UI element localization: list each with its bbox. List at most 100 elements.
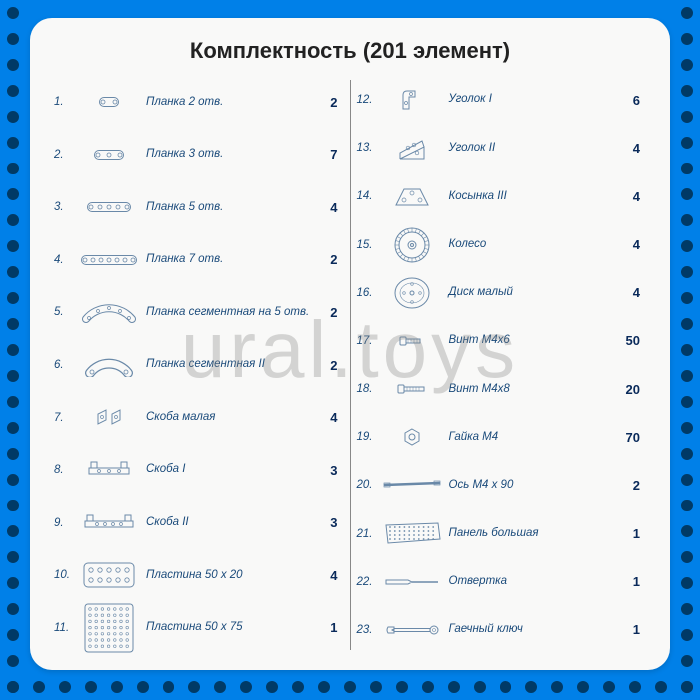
parts-row: 13. Уголок II4: [357, 124, 647, 172]
row-qty: 3: [316, 515, 344, 530]
plate5020-icon: [78, 549, 140, 602]
wheel-icon: [381, 221, 443, 269]
row-qty: 1: [618, 574, 646, 589]
row-number: 14.: [357, 190, 381, 202]
parts-row: 10. Пластина 50 х 204: [54, 549, 344, 602]
parts-row: 11.Пластина 50 х 751: [54, 601, 344, 654]
page-title: Комплектность (201 элемент): [54, 38, 646, 64]
parts-row: 4. Планка 7 отв.2: [54, 234, 344, 287]
bracket1-icon: [78, 444, 140, 497]
parts-row: 12.Уголок I6: [357, 76, 647, 124]
disc-icon: [381, 269, 443, 317]
row-qty: 70: [618, 430, 646, 445]
nut-icon: [381, 413, 443, 461]
row-qty: 1: [316, 620, 344, 635]
row-qty: 2: [316, 358, 344, 373]
parts-row: 21.Панель большая1: [357, 510, 647, 558]
parts-row: 1. Планка 2 отв.2: [54, 76, 344, 129]
row-label: Скоба малая: [140, 411, 316, 424]
row-label: Пластина 50 х 75: [140, 621, 316, 634]
row-number: 10.: [54, 569, 78, 581]
row-number: 21.: [357, 528, 381, 540]
row-number: 18.: [357, 383, 381, 395]
parts-row: 23.Гаечный ключ1: [357, 606, 647, 654]
row-number: 16.: [357, 287, 381, 299]
parts-row: 16.Диск малый4: [357, 269, 647, 317]
parts-row: 20. Ось М4 х 902: [357, 461, 647, 509]
row-label: Уголок I: [443, 93, 619, 106]
row-number: 4.: [54, 254, 78, 266]
row-number: 2.: [54, 149, 78, 161]
parts-row: 17. Винт М4х650: [357, 317, 647, 365]
row-label: Планка 3 отв.: [140, 148, 316, 161]
row-qty: 4: [618, 141, 646, 156]
row-label: Косынка III: [443, 190, 619, 203]
row-label: Планка сегментная II: [140, 358, 316, 371]
row-number: 23.: [357, 624, 381, 636]
row-label: Уголок II: [443, 142, 619, 155]
parts-row: 15.Колесо4: [357, 221, 647, 269]
angle2-icon: [381, 124, 443, 172]
parts-row: 5. Планка сегментная на 5 отв.2: [54, 286, 344, 339]
parts-row: 9. Скоба II3: [54, 496, 344, 549]
row-label: Планка сегментная на 5 отв.: [140, 306, 316, 319]
parts-row: 2. Планка 3 отв.7: [54, 129, 344, 182]
row-label: Планка 2 отв.: [140, 96, 316, 109]
row-label: Планка 7 отв.: [140, 253, 316, 266]
bracket2-icon: [78, 496, 140, 549]
row-qty: 4: [316, 568, 344, 583]
row-qty: 7: [316, 147, 344, 162]
row-qty: 2: [316, 305, 344, 320]
border-left: [0, 0, 26, 700]
bracket_small-icon: [78, 391, 140, 444]
border-right: [674, 0, 700, 700]
row-label: Колесо: [443, 238, 619, 251]
row-label: Отвертка: [443, 575, 619, 588]
row-label: Винт М4х8: [443, 383, 619, 396]
row-qty: 2: [316, 95, 344, 110]
row-label: Скоба II: [140, 516, 316, 529]
row-qty: 4: [316, 200, 344, 215]
row-qty: 1: [618, 526, 646, 541]
columns: 1.Планка 2 отв.22.Планка 3 отв.73.Планка…: [54, 76, 646, 654]
plank5-icon: [78, 181, 140, 234]
right-column: 12.Уголок I613.Уголок II414.Косынка III4…: [357, 76, 647, 654]
parts-row: 3. Планка 5 отв.4: [54, 181, 344, 234]
row-label: Скоба I: [140, 463, 316, 476]
row-number: 5.: [54, 306, 78, 318]
row-number: 8.: [54, 464, 78, 476]
parts-row: 6. Планка сегментная II2: [54, 339, 344, 392]
row-label: Диск малый: [443, 286, 619, 299]
plank3-icon: [78, 129, 140, 182]
row-label: Гайка М4: [443, 431, 619, 444]
bolt8-icon: [381, 365, 443, 413]
angle1-icon: [381, 76, 443, 124]
row-qty: 4: [618, 189, 646, 204]
row-number: 15.: [357, 239, 381, 251]
row-label: Пластина 50 х 20: [140, 569, 316, 582]
row-number: 20.: [357, 479, 381, 491]
row-number: 1.: [54, 96, 78, 108]
row-qty: 6: [618, 93, 646, 108]
row-qty: 50: [618, 333, 646, 348]
row-number: 9.: [54, 517, 78, 529]
axle-icon: [381, 461, 443, 509]
row-number: 13.: [357, 142, 381, 154]
panel-icon: [381, 510, 443, 558]
row-number: 3.: [54, 201, 78, 213]
wrench-icon: [381, 606, 443, 654]
parts-row: 19.Гайка М470: [357, 413, 647, 461]
row-qty: 2: [618, 478, 646, 493]
row-label: Планка 5 отв.: [140, 201, 316, 214]
plate5075-icon: [78, 601, 140, 654]
row-number: 6.: [54, 359, 78, 371]
row-number: 17.: [357, 335, 381, 347]
row-qty: 2: [316, 252, 344, 267]
row-label: Ось М4 х 90: [443, 479, 619, 492]
content-panel: Комплектность (201 элемент) 1. Планка 2 о…: [30, 18, 670, 670]
row-qty: 20: [618, 382, 646, 397]
row-qty: 1: [618, 622, 646, 637]
row-number: 22.: [357, 576, 381, 588]
row-label: Винт М4х6: [443, 334, 619, 347]
gusset3-icon: [381, 172, 443, 220]
